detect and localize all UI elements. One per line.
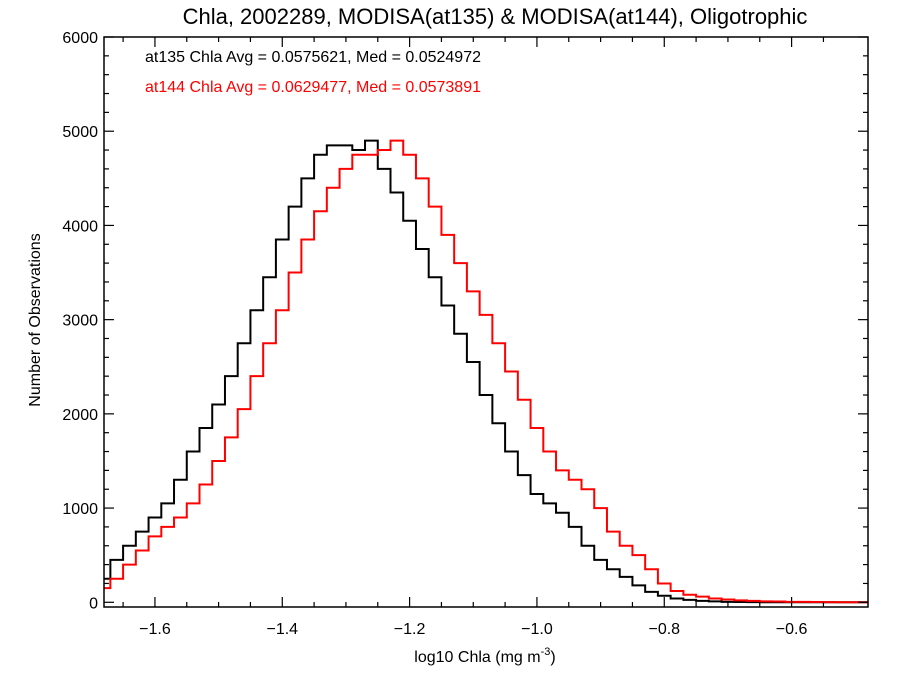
stats-annotation-at135: at135 Chla Avg = 0.0575621, Med = 0.0524… — [145, 49, 481, 66]
y-tick-label: 6000 — [62, 30, 98, 47]
histogram-series-0 — [104, 139, 868, 604]
axes-layer: −1.6 −1.4 −1.2 −1.0 −0.8 −0.6 0 1000 2000 3000 400… — [62, 30, 869, 638]
y-tick-label: 3000 — [62, 313, 98, 330]
chart-title: Chla, 2002289, MODISA(at135) & MODISA(at… — [183, 4, 808, 29]
x-tick-label: −0.6 — [776, 621, 808, 638]
x-axis-label: log10 Chla (mg m-3) — [414, 646, 555, 666]
y-axis-label: Number of Observations — [27, 233, 44, 406]
y-tick-label: 2000 — [62, 407, 98, 424]
x-tick-label: −1.4 — [266, 621, 298, 638]
y-tick-label: 4000 — [62, 218, 98, 235]
x-tick-label: −1.0 — [521, 621, 553, 638]
stats-annotation-at144: at144 Chla Avg = 0.0629477, Med = 0.0573… — [145, 79, 481, 96]
x-axis-label-superscript: -3 — [541, 646, 551, 658]
x-axis-label-main: log10 Chla (mg m — [414, 649, 540, 666]
x-axis-label-end: ) — [550, 649, 555, 666]
y-tick-label: 1000 — [62, 501, 98, 518]
histogram-series-1 — [104, 139, 868, 604]
plot-frame — [103, 36, 869, 608]
y-tick-label: 0 — [89, 595, 98, 612]
series-layer — [104, 139, 868, 604]
x-tick-label: −1.6 — [139, 621, 171, 638]
x-tick-label: −0.8 — [648, 621, 680, 638]
x-tick-label: −1.2 — [394, 621, 426, 638]
y-tick-label: 5000 — [62, 124, 98, 141]
